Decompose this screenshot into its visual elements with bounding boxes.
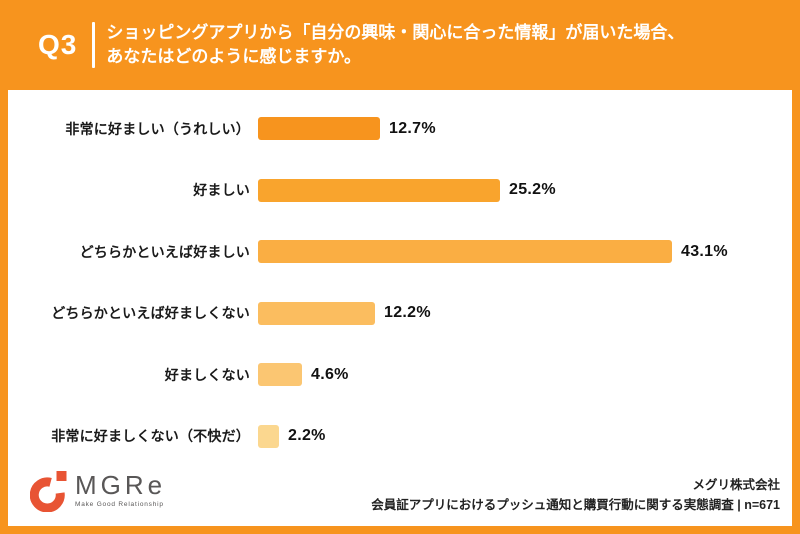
header: Q3 ショッピングアプリから「自分の興味・関心に合った情報」が届いた場合、 あな… (0, 0, 800, 90)
bar-label: 非常に好ましい（うれしい） (65, 120, 250, 137)
panel-footer: MGRe Make Good Relationship メグリ株式会社 会員証ア… (8, 464, 792, 526)
source-note: メグリ株式会社 会員証アプリにおけるプッシュ通知と購買行動に関する実態調査 | … (371, 475, 780, 516)
bar (258, 240, 672, 264)
bar (258, 178, 500, 202)
bar (258, 117, 380, 141)
mgre-logo: MGRe Make Good Relationship (30, 468, 166, 512)
question-text: ショッピングアプリから「自分の興味・関心に合った情報」が届いた場合、 あなたはど… (106, 21, 684, 69)
bar (258, 424, 279, 448)
logo-wordmark: MGRe (75, 470, 167, 500)
chart-panel: 非常に好ましい（うれしい） 12.7% 好ましい 25.2% どちらかといえば好… (8, 90, 792, 526)
question-line-1: ショッピングアプリから「自分の興味・関心に合った情報」が届いた場合、 (106, 23, 685, 42)
bar-row: どちらかといえば好ましい 43.1% (8, 221, 792, 283)
header-divider (92, 22, 96, 68)
bar-value: 4.6% (311, 365, 349, 383)
bar-row: 好ましくない 4.6% (8, 344, 792, 406)
logo-tagline: Make Good Relationship (75, 501, 164, 508)
bar-rows: 非常に好ましい（うれしい） 12.7% 好ましい 25.2% どちらかといえば好… (8, 90, 792, 467)
bar-row: 好ましい 25.2% (8, 160, 792, 222)
bar-row: 非常に好ましくない（不快だ） 2.2% (8, 406, 792, 468)
bar-row: どちらかといえば好ましくない 12.2% (8, 283, 792, 345)
bar-value: 12.7% (389, 119, 436, 137)
bar (258, 363, 302, 387)
bar-label: 非常に好ましくない（不快だ） (51, 428, 250, 445)
bar-label: 好ましくない (164, 366, 250, 383)
bar-value: 12.2% (384, 304, 431, 322)
bar-row: 非常に好ましい（うれしい） 12.7% (8, 98, 792, 160)
bar-value: 43.1% (681, 242, 728, 260)
bar-label: どちらかといえば好ましい (79, 243, 250, 260)
bar (258, 301, 375, 325)
mgre-logo-icon (30, 471, 67, 512)
question-number: Q3 (38, 29, 78, 60)
bar-label: 好ましい (193, 182, 250, 199)
company-name: メグリ株式会社 (692, 477, 780, 492)
survey-title: 会員証アプリにおけるプッシュ通知と購買行動に関する実態調査 | n=671 (371, 498, 780, 513)
bar-label: どちらかといえば好ましくない (51, 305, 250, 322)
bar-value: 25.2% (509, 181, 556, 199)
bar-value: 2.2% (288, 427, 326, 445)
logo-text-block: MGRe Make Good Relationship (75, 472, 166, 508)
question-line-2: あなたはどのように感じますか。 (106, 47, 362, 66)
